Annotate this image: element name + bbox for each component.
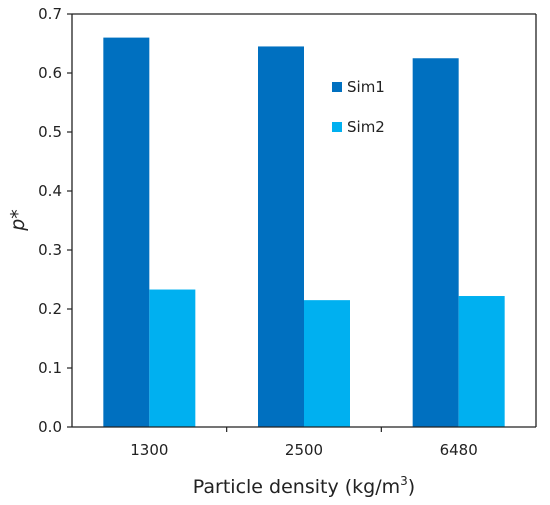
axes <box>71 13 537 428</box>
ticks: 0.0 0.1 0.2 0.3 0.4 0.5 0.6 0.7 1300 2500 6480 <box>38 5 478 459</box>
x-axis-title-main: Particle density (kg/m <box>193 476 400 498</box>
legend-label-sim1: Sim1 <box>347 78 385 96</box>
plot-area <box>103 37 505 427</box>
bar-sim1-6480 <box>412 58 459 427</box>
x-tick-label-1300: 1300 <box>130 441 168 459</box>
y-axis-title: p* <box>7 209 29 232</box>
legend-swatch-sim2 <box>332 122 342 132</box>
legend: Sim1 Sim2 <box>332 78 385 136</box>
bar-sim2-1300 <box>149 289 196 427</box>
y-tick-label-0: 0.0 <box>38 418 62 436</box>
x-axis-title: Particle density (kg/m3) <box>193 474 415 498</box>
bar-sim2-6480 <box>458 296 505 427</box>
y-tick-label-2: 0.2 <box>38 300 62 318</box>
y-tick-label-4: 0.4 <box>38 182 62 200</box>
y-tick-label-3: 0.3 <box>38 241 62 259</box>
x-tick-label-6480: 6480 <box>440 441 478 459</box>
bar-sim1-1300 <box>103 37 150 427</box>
x-axis-title-end: ) <box>408 476 415 498</box>
x-tick-label-2500: 2500 <box>285 441 323 459</box>
y-tick-label-1: 0.1 <box>38 359 62 377</box>
legend-label-sim2: Sim2 <box>347 118 385 136</box>
bar-sim1-2500 <box>258 46 304 427</box>
legend-swatch-sim1 <box>332 82 342 92</box>
y-tick-label-6: 0.6 <box>38 64 62 82</box>
x-axis-title-superscript: 3 <box>400 474 408 488</box>
bar-sim2-2500 <box>304 300 350 427</box>
y-tick-label-7: 0.7 <box>38 5 62 23</box>
y-tick-label-5: 0.5 <box>38 123 62 141</box>
